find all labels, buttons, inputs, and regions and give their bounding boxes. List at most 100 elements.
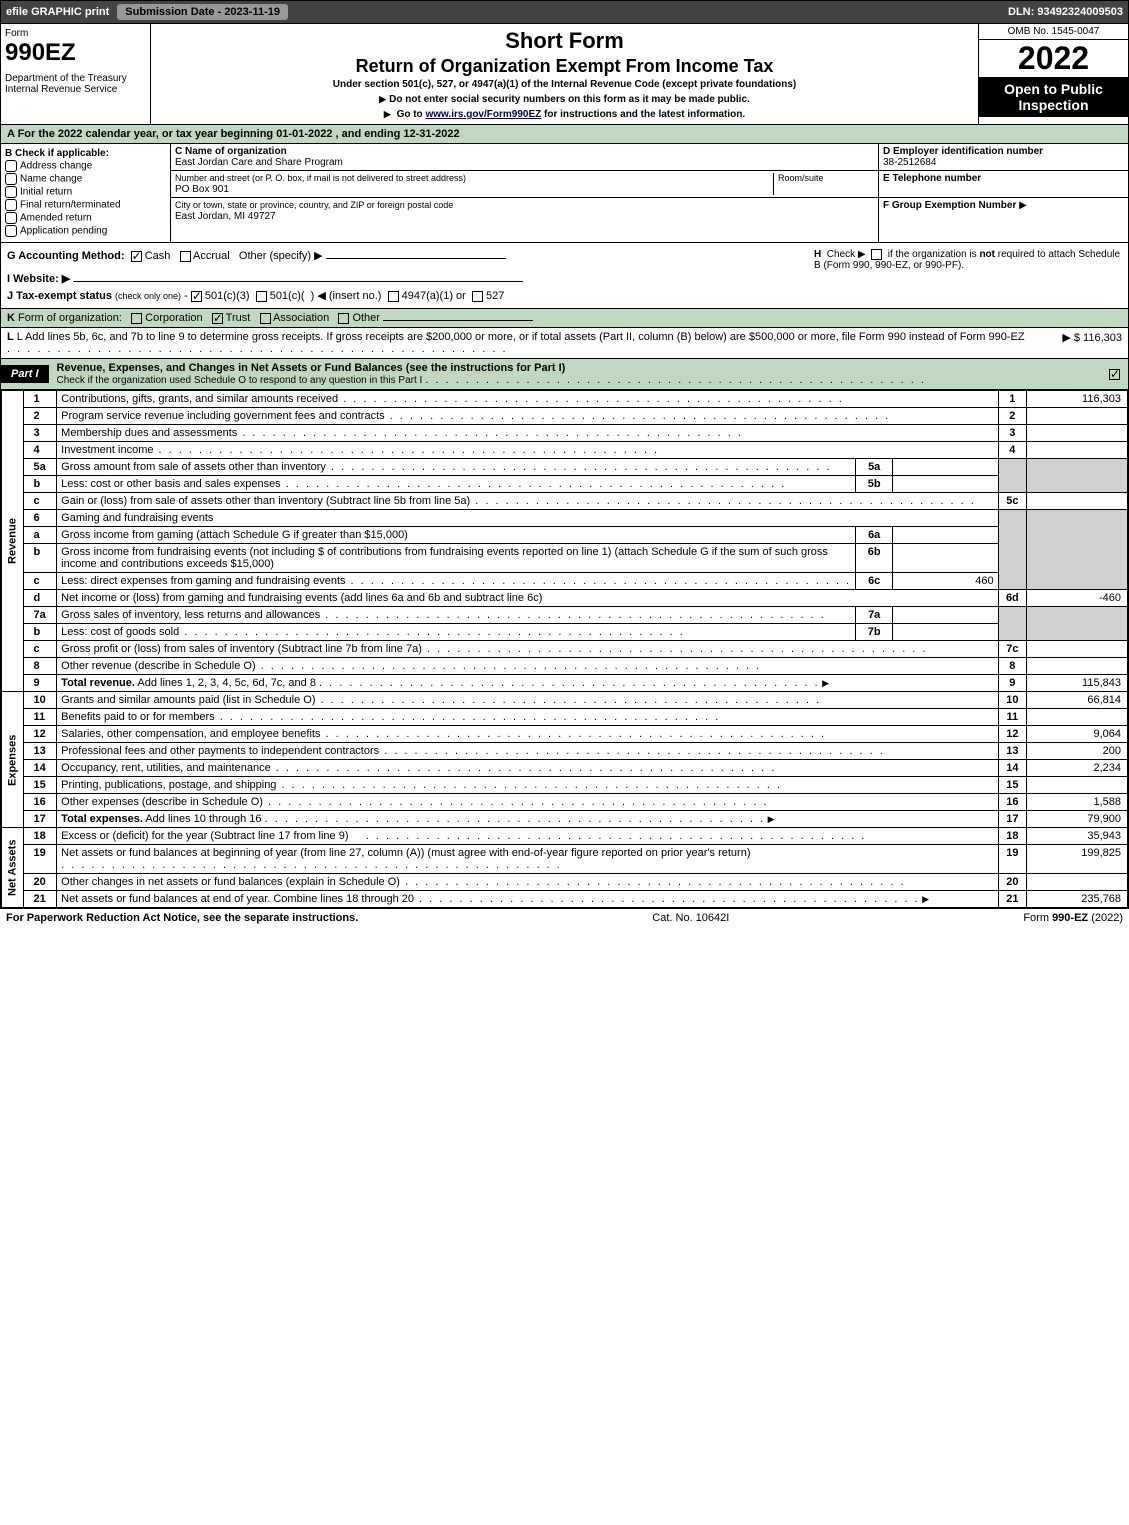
header-left: Form 990EZ Department of the Treasury In…: [1, 24, 151, 124]
val-11: [1027, 709, 1128, 726]
row-E: E Telephone number: [879, 171, 1128, 198]
line-H: H Check ▶ if the organization is not req…: [808, 243, 1128, 308]
section-BCDEF: B Check if applicable: Address change Na…: [1, 144, 1128, 243]
org-city: East Jordan, MI 49727: [175, 211, 276, 222]
title-short-form: Short Form: [159, 28, 970, 54]
val-17: 79,900: [1027, 811, 1128, 828]
line-I: I Website: ▶: [7, 273, 70, 285]
val-12: 9,064: [1027, 726, 1128, 743]
row-A: A For the 2022 calendar year, or tax yea…: [1, 125, 1128, 144]
val-5c: [1027, 493, 1128, 510]
val-18: 35,943: [1027, 828, 1128, 845]
val-3: [1027, 425, 1128, 442]
topbar: efile GRAPHIC print Submission Date - 20…: [1, 1, 1128, 24]
val-1: 116,303: [1027, 391, 1128, 408]
dln: DLN: 93492324009503: [1008, 6, 1123, 18]
chk-final-return[interactable]: Final return/terminated: [5, 199, 166, 211]
ein: 38-2512684: [883, 157, 936, 168]
efile-label: efile GRAPHIC print: [6, 6, 109, 18]
val-2: [1027, 408, 1128, 425]
chk-cash[interactable]: [131, 251, 142, 262]
warning-goto: Go to www.irs.gov/Form990EZ for instruct…: [159, 109, 970, 120]
org-address: PO Box 901: [175, 184, 229, 195]
val-6c: 460: [893, 573, 998, 590]
line-GH: G Accounting Method: Cash Accrual Other …: [1, 243, 1128, 309]
chk-other[interactable]: [338, 313, 349, 324]
chk-initial-return[interactable]: Initial return: [5, 186, 166, 198]
chk-corporation[interactable]: [131, 313, 142, 324]
val-15: [1027, 777, 1128, 794]
val-7a: [893, 607, 998, 624]
val-19: 199,825: [1027, 845, 1128, 874]
val-14: 2,234: [1027, 760, 1128, 777]
col-B-header: B Check if applicable:: [5, 148, 166, 159]
chk-527[interactable]: [472, 291, 483, 302]
val-4: [1027, 442, 1128, 459]
form-number: 990EZ: [5, 39, 146, 67]
chk-501c[interactable]: [256, 291, 267, 302]
chk-501c3[interactable]: [191, 291, 202, 302]
chk-name-change[interactable]: Name change: [5, 173, 166, 185]
footer-mid: Cat. No. 10642I: [652, 912, 729, 924]
val-5a: [893, 459, 998, 476]
tax-year: 2022: [979, 40, 1128, 77]
line-L-amount: ▶ $ 116,303: [1052, 331, 1122, 355]
header-mid: Short Form Return of Organization Exempt…: [151, 24, 978, 124]
open-inspection: Open to Public Inspection: [979, 77, 1128, 117]
val-6b: [893, 544, 998, 573]
header: Form 990EZ Department of the Treasury In…: [1, 24, 1128, 125]
val-21: 235,768: [1027, 891, 1128, 908]
chk-accrual[interactable]: [180, 251, 191, 262]
row-address: Number and street (or P. O. box, if mail…: [171, 171, 878, 198]
chk-application-pending[interactable]: Application pending: [5, 225, 166, 237]
part-I-checkbox[interactable]: [1109, 368, 1128, 380]
row-org-name: C Name of organization East Jordan Care …: [171, 144, 878, 171]
col-DEF: D Employer identification number 38-2512…: [878, 144, 1128, 242]
footer-right: Form 990-EZ (2022): [1023, 912, 1123, 924]
subtitle: Under section 501(c), 527, or 4947(a)(1)…: [159, 79, 970, 90]
part-I-header: Part I Revenue, Expenses, and Changes in…: [1, 359, 1128, 390]
chk-address-change[interactable]: Address change: [5, 160, 166, 172]
val-20: [1027, 874, 1128, 891]
val-6d: -460: [1027, 590, 1128, 607]
footer-left: For Paperwork Reduction Act Notice, see …: [6, 912, 358, 924]
chk-association[interactable]: [260, 313, 271, 324]
sidebar-net-assets: Net Assets: [2, 828, 24, 908]
irs-link[interactable]: www.irs.gov/Form990EZ: [425, 109, 541, 120]
warning-ssn: Do not enter social security numbers on …: [159, 94, 970, 105]
val-7c: [1027, 641, 1128, 658]
val-13: 200: [1027, 743, 1128, 760]
row-city: City or town, state or province, country…: [171, 198, 878, 224]
form-container: efile GRAPHIC print Submission Date - 20…: [0, 0, 1129, 909]
topbar-left: efile GRAPHIC print Submission Date - 20…: [6, 4, 288, 20]
line-K: K Form of organization: Corporation Trus…: [1, 309, 1128, 328]
row-F: F Group Exemption Number ▶: [879, 198, 1128, 213]
chk-H[interactable]: [871, 249, 882, 260]
col-C: C Name of organization East Jordan Care …: [171, 144, 878, 242]
val-7b: [893, 624, 998, 641]
form-label: Form: [5, 28, 146, 39]
org-name: East Jordan Care and Share Program: [175, 157, 343, 168]
chk-4947[interactable]: [388, 291, 399, 302]
line-L: L L Add lines 5b, 6c, and 7b to line 9 t…: [1, 328, 1128, 359]
val-9: 115,843: [1027, 675, 1128, 692]
department: Department of the Treasury Internal Reve…: [5, 73, 146, 95]
chk-trust[interactable]: [212, 313, 223, 324]
sidebar-expenses: Expenses: [2, 692, 24, 828]
part-I-tab: Part I: [1, 365, 49, 383]
header-right: OMB No. 1545-0047 2022 Open to Public In…: [978, 24, 1128, 124]
submission-date: Submission Date - 2023-11-19: [117, 4, 288, 20]
val-16: 1,588: [1027, 794, 1128, 811]
part-I-title: Revenue, Expenses, and Changes in Net As…: [57, 359, 1109, 389]
sidebar-revenue: Revenue: [2, 391, 24, 692]
title-return: Return of Organization Exempt From Incom…: [159, 56, 970, 77]
val-10: 66,814: [1027, 692, 1128, 709]
col-B: B Check if applicable: Address change Na…: [1, 144, 171, 242]
chk-amended-return[interactable]: Amended return: [5, 212, 166, 224]
revenue-table: Revenue 1 Contributions, gifts, grants, …: [1, 390, 1128, 908]
footer: For Paperwork Reduction Act Notice, see …: [0, 909, 1129, 927]
row-D: D Employer identification number 38-2512…: [879, 144, 1128, 171]
val-6a: [893, 527, 998, 544]
val-5b: [893, 476, 998, 493]
line-G: G Accounting Method: Cash Accrual Other …: [1, 243, 808, 308]
